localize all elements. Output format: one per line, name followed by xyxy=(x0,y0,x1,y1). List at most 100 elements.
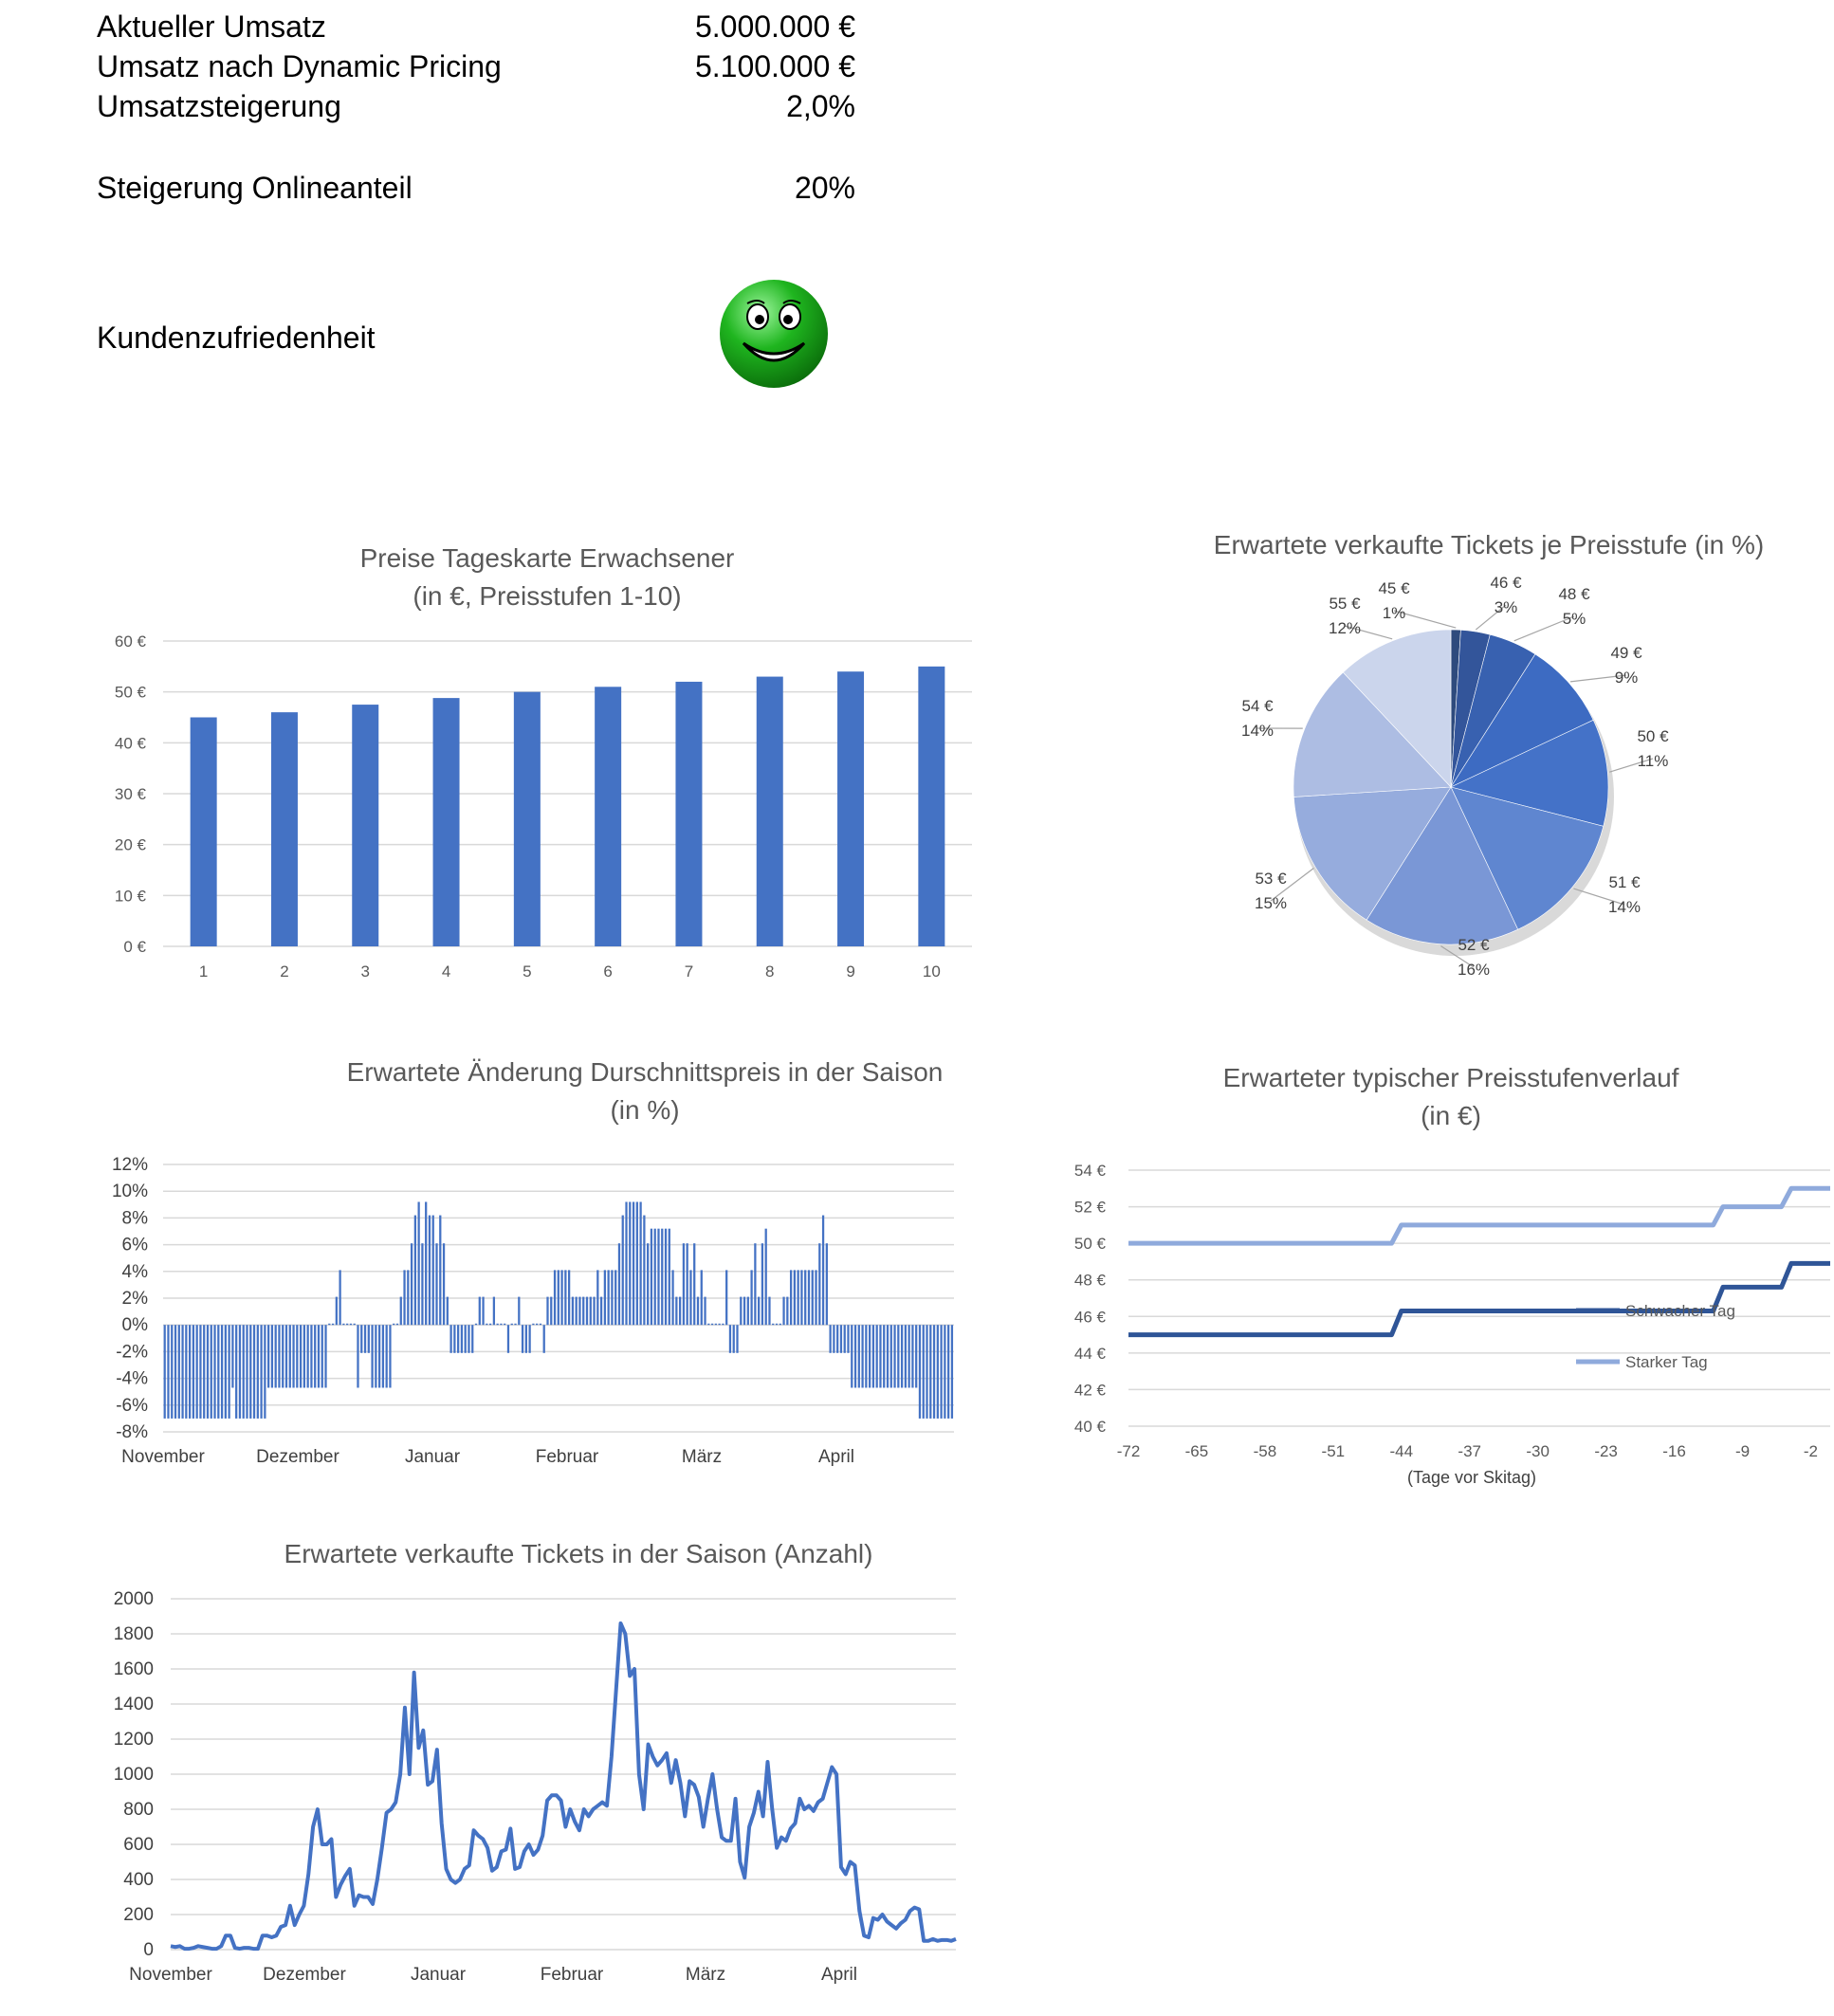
change-bar xyxy=(303,1325,306,1388)
change-bar xyxy=(217,1325,220,1419)
change-bar xyxy=(238,1325,242,1419)
change-bar xyxy=(492,1296,496,1326)
x-tick-label: 4 xyxy=(442,962,450,981)
change-bar xyxy=(510,1323,513,1326)
x-tick-label: -65 xyxy=(1185,1442,1209,1460)
change-bar xyxy=(435,1243,438,1326)
change-bar xyxy=(381,1325,385,1388)
x-tick-label: -9 xyxy=(1735,1442,1750,1460)
change-bar xyxy=(206,1325,210,1419)
change-bar xyxy=(252,1325,256,1419)
change-bar xyxy=(367,1325,370,1353)
legend-label: Starker Tag xyxy=(1625,1353,1708,1371)
pie-leader-line xyxy=(1440,945,1475,968)
change-bar xyxy=(317,1325,321,1388)
change-bar xyxy=(865,1325,868,1388)
change-bar xyxy=(926,1325,928,1419)
change-bar xyxy=(314,1325,317,1388)
chart-subtitle: (in €) xyxy=(1421,1101,1481,1130)
pie-percent: 9% xyxy=(1615,669,1639,687)
price-bar xyxy=(595,687,622,946)
y-tick-label: 44 € xyxy=(1074,1345,1107,1363)
change-bar xyxy=(879,1325,882,1388)
kpi-label: Steigerung Onlineanteil xyxy=(97,171,413,205)
kpi-label: Umsatzsteigerung xyxy=(97,89,341,123)
change-bar xyxy=(342,1323,345,1326)
change-bar xyxy=(518,1296,521,1326)
change-bar xyxy=(807,1270,811,1326)
change-bar xyxy=(789,1270,793,1326)
change-bar xyxy=(306,1325,309,1388)
price-bar xyxy=(432,698,460,946)
pie-slice xyxy=(1366,786,1519,945)
change-bar xyxy=(335,1296,338,1326)
change-bar xyxy=(647,1243,650,1326)
pie-percent: 11% xyxy=(1638,752,1669,770)
change-bar xyxy=(811,1270,814,1326)
change-bar xyxy=(911,1325,914,1388)
y-tick-label: 800 xyxy=(123,1800,154,1820)
tickets-line-chart: Erwartete verkaufte Tickets in der Saiso… xyxy=(114,1539,957,1985)
change-bar xyxy=(288,1325,291,1388)
pie-label: 54 € xyxy=(1241,697,1274,715)
change-bar xyxy=(746,1296,749,1326)
change-bar xyxy=(442,1243,446,1326)
change-bar xyxy=(278,1325,281,1388)
x-tick-label: -2 xyxy=(1804,1442,1818,1460)
pie-leader-line xyxy=(1569,674,1627,683)
price-bar-chart: Preise Tageskarte Erwachsener (in €, Pre… xyxy=(115,543,972,981)
y-tick-label: 0 € xyxy=(123,938,146,956)
change-bar xyxy=(560,1270,563,1326)
change-bar xyxy=(653,1228,656,1326)
x-tick-label: 8 xyxy=(765,962,774,981)
x-tick-label: Januar xyxy=(411,1965,467,1985)
change-bar xyxy=(249,1325,252,1419)
change-bar xyxy=(385,1325,388,1388)
change-bar xyxy=(625,1201,628,1326)
change-bar xyxy=(614,1270,617,1326)
y-tick-label: 0% xyxy=(122,1315,149,1335)
pie-percent: 5% xyxy=(1563,610,1586,628)
change-bar xyxy=(163,1325,166,1419)
x-tick-label: Februar xyxy=(536,1447,599,1467)
change-bar xyxy=(407,1270,410,1326)
change-bar xyxy=(851,1325,853,1388)
change-bar xyxy=(299,1325,303,1388)
change-bar xyxy=(593,1296,596,1326)
y-tick-label: 48 € xyxy=(1074,1272,1107,1290)
change-bar xyxy=(714,1323,717,1326)
change-bar xyxy=(915,1325,918,1388)
kpi-row-revenue-increase: Umsatzsteigerung 2,0% xyxy=(97,89,855,131)
legend-label: Schwacher Tag xyxy=(1625,1302,1735,1320)
y-tick-label: -6% xyxy=(116,1396,148,1416)
y-tick-label: 1200 xyxy=(114,1730,154,1750)
y-tick-label: 400 xyxy=(123,1870,154,1890)
pie-percent: 15% xyxy=(1255,894,1287,912)
pie-label: 52 € xyxy=(1458,936,1490,954)
change-bar xyxy=(710,1323,714,1326)
change-bar xyxy=(267,1325,270,1388)
x-tick-label: 10 xyxy=(923,962,941,981)
change-bar xyxy=(349,1323,353,1326)
y-tick-label: 0 xyxy=(143,1940,154,1960)
pie-slice xyxy=(1450,653,1594,788)
price-bar xyxy=(352,705,379,946)
y-tick-label: 1800 xyxy=(114,1624,154,1644)
change-bar xyxy=(617,1243,621,1326)
pie-leader-line xyxy=(1513,615,1575,642)
kpi-label: Aktueller Umsatz xyxy=(97,9,326,44)
change-bar xyxy=(260,1325,263,1419)
x-tick-label: -72 xyxy=(1117,1442,1141,1460)
change-bar xyxy=(772,1323,775,1326)
pie-percent: 3% xyxy=(1495,598,1518,616)
y-tick-label: 10 € xyxy=(115,887,147,905)
pie-label: 53 € xyxy=(1255,870,1287,888)
pie-percent: 16% xyxy=(1458,961,1490,979)
pie-leader-line xyxy=(1609,758,1654,773)
change-bar xyxy=(425,1201,428,1326)
change-bar xyxy=(700,1270,703,1326)
pie-label: 55 € xyxy=(1329,595,1361,613)
change-bar xyxy=(393,1323,395,1326)
change-bar xyxy=(564,1270,567,1326)
change-bar xyxy=(296,1325,299,1388)
